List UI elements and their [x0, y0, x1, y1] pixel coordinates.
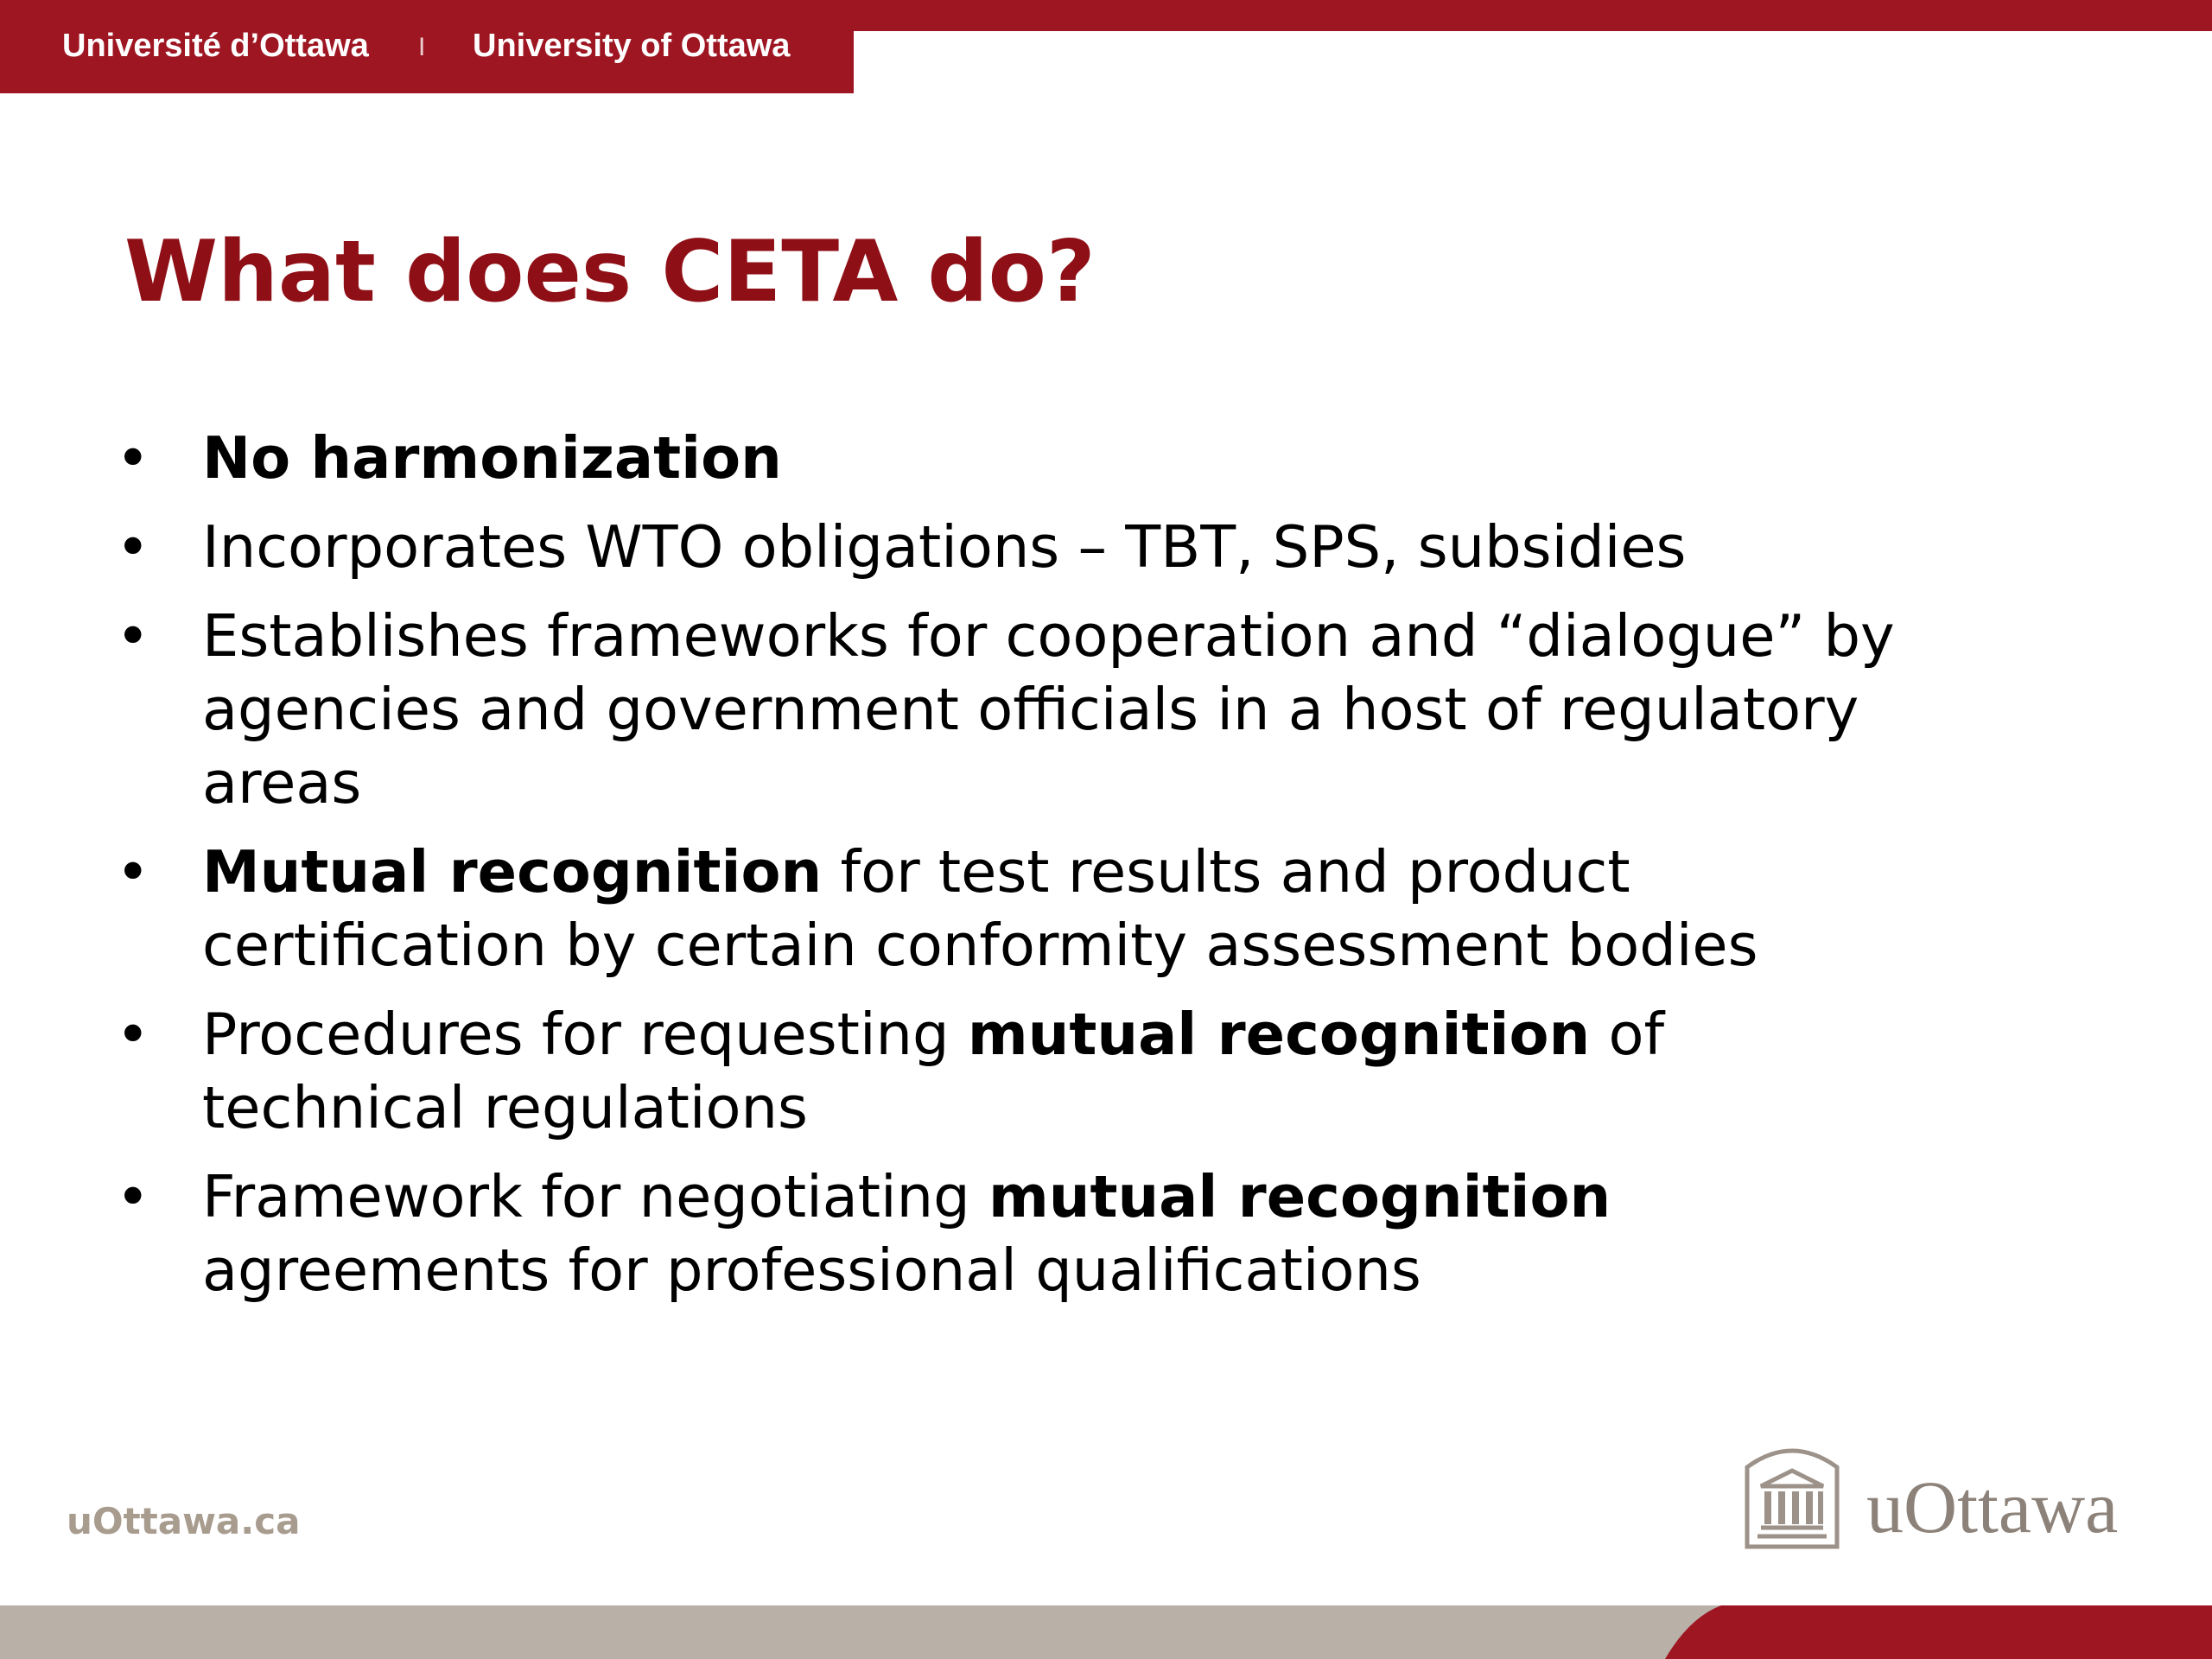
- bullet-item: • Establishes frameworks for cooperation …: [116, 600, 1939, 820]
- header-separator: I: [418, 33, 426, 61]
- header-box: [0, 0, 854, 93]
- logo-text: uOttawa: [1866, 1465, 2119, 1548]
- bullet-dot: •: [116, 838, 150, 906]
- logo-icon: [1745, 1448, 1840, 1549]
- bottom-bar: [0, 1605, 2212, 1659]
- header-english: University of Ottawa: [473, 28, 791, 64]
- bullet-item: • Framework for negotiating mutual recogn…: [116, 1160, 1939, 1307]
- header-french: Université d’Ottawa: [62, 28, 369, 64]
- slide-title: What does CETA do?: [124, 223, 1096, 321]
- bullet-text: Procedures for requesting: [202, 1001, 968, 1068]
- bullet-text: Establishes frameworks for cooperation a…: [202, 602, 1895, 817]
- bold-text: mutual recognition: [967, 1001, 1591, 1068]
- bullet-item: • No harmonization: [116, 422, 1939, 495]
- bullet-text: agreements for professional qualificatio…: [202, 1236, 1421, 1304]
- bold-text: No harmonization: [202, 424, 782, 492]
- footer-url: uOttawa.ca: [67, 1500, 301, 1542]
- bold-text: Mutual recognition: [202, 838, 823, 906]
- bullet-item: • Incorporates WTO obligations – TBT, SPS…: [116, 511, 1939, 584]
- bullet-item: • Procedures for requesting mutual recogn…: [116, 998, 1939, 1145]
- bullet-text: Framework for negotiating: [202, 1163, 988, 1230]
- bullet-text: for test results and product certificati…: [202, 838, 1758, 979]
- bullet-list: • No harmonization • Incorporates WTO oblig…: [116, 422, 1939, 1323]
- bullet-dot: •: [116, 1001, 150, 1068]
- bullet-dot: •: [116, 513, 150, 581]
- bullet-dot: •: [116, 1163, 150, 1230]
- bullet-text: Incorporates WTO obligations – TBT, SPS,…: [202, 513, 1687, 581]
- bullet-dot: •: [116, 424, 150, 492]
- bullet-text: of technical regulations: [202, 1001, 1665, 1141]
- bold-text: mutual recognition: [988, 1163, 1611, 1230]
- bullet-dot: •: [116, 602, 150, 670]
- bullet-item: • Mutual recognition for test results and…: [116, 836, 1939, 982]
